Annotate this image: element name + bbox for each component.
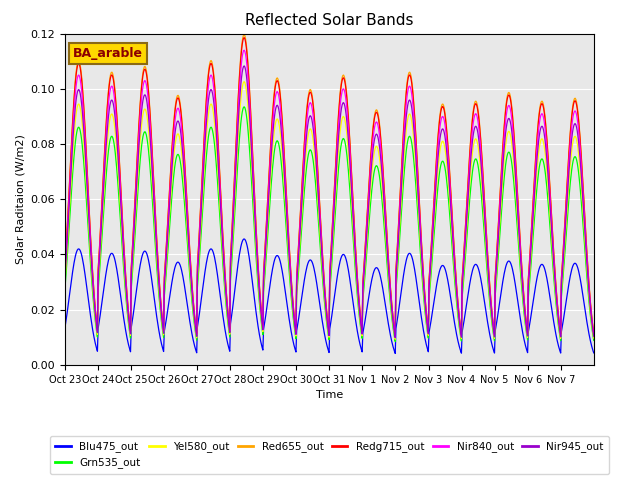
Nir945_out	[392, 335, 399, 341]
Red655_out	[385, 254, 392, 260]
Redg715_out	[415, 187, 422, 193]
Line: Redg715_out: Redg715_out	[65, 37, 594, 335]
Yel580_out	[241, 79, 248, 84]
Yel580_out	[124, 302, 131, 308]
Red655_out	[124, 292, 131, 298]
Grn535_out	[61, 285, 69, 290]
Yel580_out	[61, 277, 69, 283]
Yel580_out	[415, 211, 422, 216]
Text: BA_arable: BA_arable	[73, 47, 143, 60]
Grn535_out	[385, 277, 392, 283]
Redg715_out	[220, 259, 228, 264]
Nir945_out	[415, 203, 422, 208]
Redg715_out	[124, 293, 131, 299]
Yel580_out	[385, 269, 392, 275]
Yel580_out	[268, 165, 275, 170]
Line: Grn535_out: Grn535_out	[65, 107, 594, 341]
Nir840_out	[268, 143, 275, 148]
Line: Yel580_out: Yel580_out	[65, 82, 594, 339]
Nir840_out	[247, 130, 255, 135]
Title: Reflected Solar Bands: Reflected Solar Bands	[245, 13, 413, 28]
Grn535_out	[392, 338, 399, 344]
Grn535_out	[268, 182, 275, 188]
Grn535_out	[241, 104, 248, 110]
Blu475_out	[247, 269, 255, 275]
Line: Nir840_out: Nir840_out	[65, 50, 594, 336]
Legend: Blu475_out, Grn535_out, Yel580_out, Red655_out, Redg715_out, Nir840_out, Nir945_: Blu475_out, Grn535_out, Yel580_out, Red6…	[50, 436, 609, 474]
Nir945_out	[220, 267, 228, 273]
Red655_out	[220, 258, 228, 264]
Redg715_out	[268, 134, 275, 140]
Nir945_out	[124, 299, 131, 304]
Blu475_out	[590, 350, 598, 356]
Grn535_out	[590, 337, 598, 343]
Blu475_out	[392, 350, 399, 356]
Line: Nir945_out: Nir945_out	[65, 66, 594, 338]
Red655_out	[590, 331, 598, 336]
Nir945_out	[247, 141, 255, 147]
Redg715_out	[590, 331, 598, 337]
Nir840_out	[61, 268, 69, 274]
Yel580_out	[220, 273, 228, 278]
Nir840_out	[385, 259, 392, 265]
Red655_out	[392, 332, 399, 338]
Nir945_out	[590, 334, 598, 339]
Redg715_out	[392, 332, 399, 338]
Red655_out	[241, 32, 248, 37]
Nir840_out	[392, 334, 399, 339]
Redg715_out	[247, 120, 255, 126]
Blu475_out	[268, 274, 275, 280]
Nir945_out	[241, 63, 248, 69]
Grn535_out	[415, 224, 422, 230]
Nir840_out	[590, 332, 598, 338]
Blu475_out	[415, 295, 422, 300]
Nir945_out	[268, 154, 275, 159]
Red655_out	[415, 186, 422, 192]
Red655_out	[268, 132, 275, 138]
Blu475_out	[241, 236, 248, 242]
Yel580_out	[590, 335, 598, 341]
Nir840_out	[241, 48, 248, 53]
Nir945_out	[385, 264, 392, 270]
Nir840_out	[415, 194, 422, 200]
Red655_out	[61, 263, 69, 269]
Grn535_out	[247, 171, 255, 177]
Blu475_out	[220, 322, 228, 328]
Red655_out	[247, 118, 255, 124]
Redg715_out	[61, 264, 69, 270]
Redg715_out	[385, 255, 392, 261]
Blu475_out	[385, 321, 392, 326]
Y-axis label: Solar Raditaion (W/m2): Solar Raditaion (W/m2)	[15, 134, 25, 264]
Redg715_out	[241, 35, 248, 40]
Yel580_out	[247, 153, 255, 159]
Nir840_out	[220, 263, 228, 268]
Yel580_out	[392, 336, 399, 342]
Line: Blu475_out: Blu475_out	[65, 239, 594, 353]
Nir840_out	[124, 295, 131, 301]
Grn535_out	[124, 307, 131, 313]
Blu475_out	[124, 335, 131, 341]
X-axis label: Time: Time	[316, 390, 343, 400]
Blu475_out	[61, 324, 69, 330]
Grn535_out	[220, 280, 228, 286]
Nir945_out	[61, 273, 69, 278]
Line: Red655_out: Red655_out	[65, 35, 594, 335]
